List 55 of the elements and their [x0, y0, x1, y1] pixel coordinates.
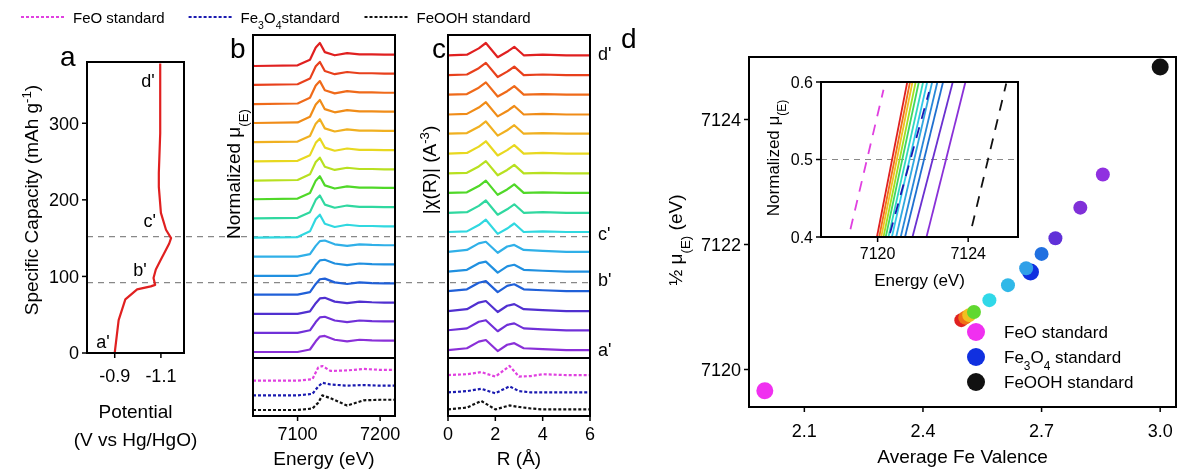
x-tick-label: 2	[490, 424, 501, 444]
legend-label: FeO standard	[73, 9, 165, 26]
x-tick-label: 0	[442, 424, 454, 444]
y-tick-label: 0.6	[790, 73, 814, 91]
x-tick-label: 2.7	[1029, 421, 1055, 441]
x-axis-title: Average Fe Valence	[877, 446, 1048, 467]
point	[1048, 231, 1063, 246]
x-tick-label: -0.9	[99, 366, 131, 386]
x-tick-label: 7200	[360, 424, 401, 444]
legend-label: FeOOH standard	[1004, 373, 1134, 392]
x-axis-title: Energy (eV)	[874, 271, 965, 290]
annotation: b'	[133, 260, 147, 281]
annotation: c'	[143, 211, 156, 232]
point	[1073, 200, 1088, 215]
point	[1000, 278, 1015, 293]
x-tick-label: 2.1	[791, 421, 817, 441]
point	[966, 305, 981, 319]
y-tick-label: 100	[48, 266, 79, 287]
annotation: c'	[598, 224, 611, 245]
legend-label: FeO standard	[1004, 323, 1108, 342]
y-tick-label: 0	[68, 343, 79, 364]
x-axis-title: R (Å)	[496, 448, 542, 469]
legend-label: FeOOH standard	[416, 9, 531, 26]
point	[1151, 58, 1169, 76]
y-tick-label: 7124	[700, 109, 741, 130]
annotation: b'	[598, 270, 612, 291]
y-tick-label: 0.4	[790, 228, 814, 246]
chart-title: c	[432, 33, 446, 64]
point	[1034, 246, 1049, 261]
x-tick-label: 7100	[277, 424, 318, 444]
x-tick-label: -1.1	[145, 366, 177, 386]
x-tick-label: 4	[537, 424, 548, 444]
line-series	[113, 62, 173, 353]
y-tick-label: 7122	[700, 234, 741, 255]
legend-label: Fe$_{3}$O$_{4}$standard	[240, 9, 340, 31]
y-tick-label: 0.5	[790, 151, 814, 169]
point	[982, 293, 997, 308]
annotation: a'	[598, 340, 612, 361]
point	[1095, 167, 1110, 182]
annotation: d'	[598, 43, 612, 64]
chart-title: b	[230, 33, 246, 64]
point	[756, 382, 774, 400]
x-axis-title: Energy (eV)	[273, 448, 375, 469]
annotation: d'	[141, 71, 155, 92]
y-tick-label: 300	[48, 113, 79, 134]
point	[1019, 261, 1034, 276]
chart-title: d	[621, 23, 637, 54]
chart-title: a	[60, 41, 76, 72]
x-tick-label: 3.0	[1147, 421, 1173, 441]
x-axis-title: Potential (V vs Hg/HgO)	[73, 401, 198, 450]
annotation: a'	[96, 331, 110, 352]
x-tick-label: 2.4	[910, 421, 936, 441]
y-tick-label: 200	[48, 190, 79, 211]
x-tick-label: 6	[584, 424, 596, 444]
legend-label: Fe$_{3}$O$_{4}$ standard	[1004, 348, 1122, 373]
